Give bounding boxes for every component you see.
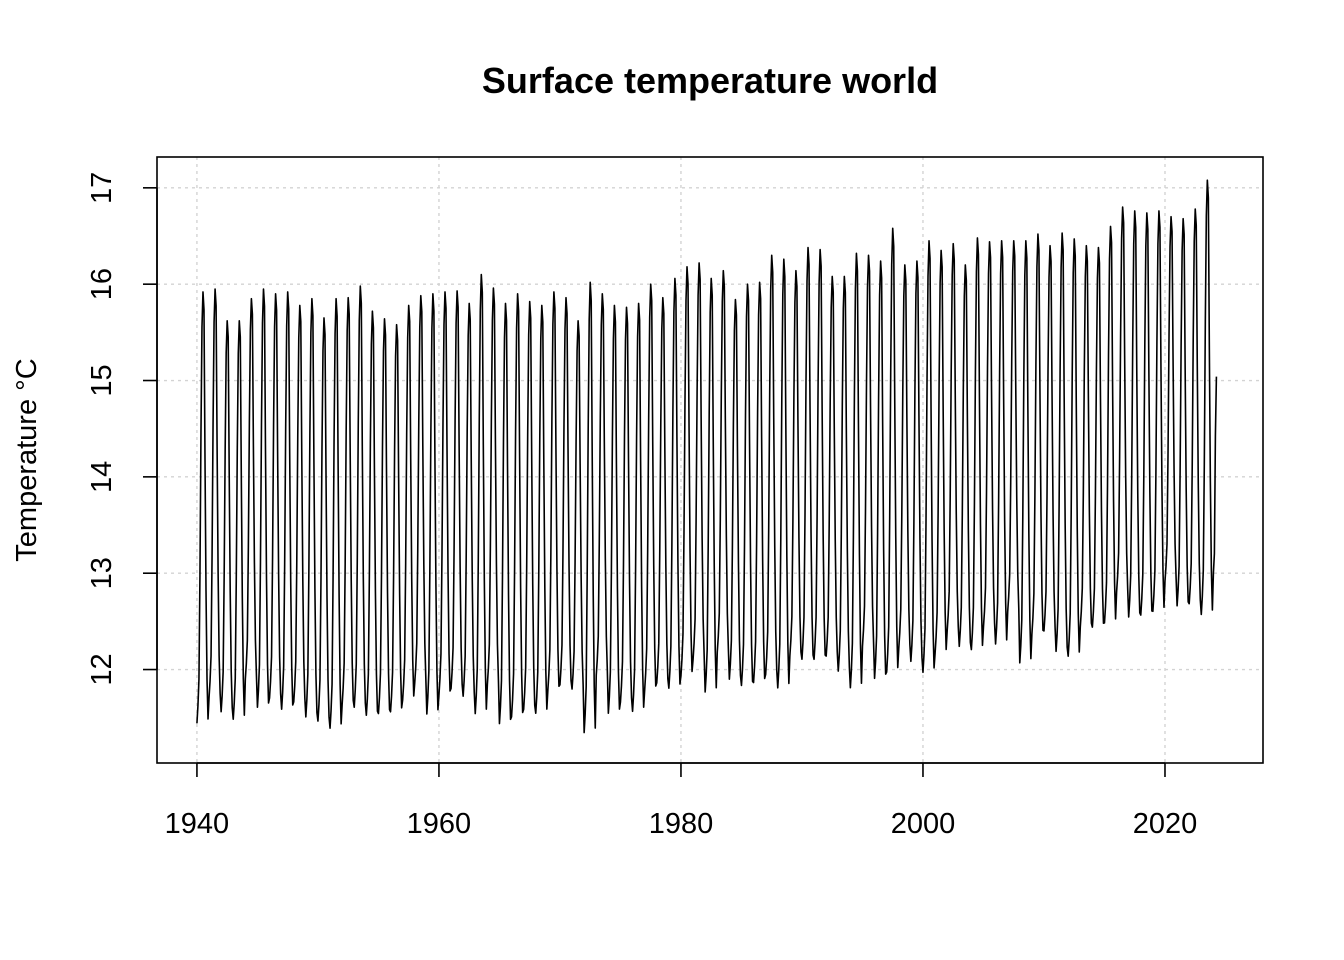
y-tick-label-14: 14 (86, 461, 118, 493)
y-tick-label-17: 17 (86, 172, 118, 204)
x-tick-label-1960: 1960 (407, 808, 472, 840)
series-line-temperature (196, 179, 1218, 734)
grid (157, 157, 1263, 763)
y-tick-label-16: 16 (86, 268, 118, 300)
x-tick-label-1940: 1940 (165, 808, 230, 840)
x-tick-label-2000: 2000 (891, 808, 956, 840)
x-axis: 1940 1960 1980 2000 2020 (165, 762, 1198, 840)
x-tick-label-2020: 2020 (1133, 808, 1198, 840)
y-axis: 12 13 14 15 16 17 (86, 172, 158, 686)
x-tick-label-1980: 1980 (649, 808, 714, 840)
y-tick-label-13: 13 (86, 557, 118, 589)
chart-title: Surface temperature world (482, 60, 938, 101)
series-layer (196, 179, 1218, 734)
y-tick-label-15: 15 (86, 364, 118, 396)
y-axis-label: Temperature °C (11, 358, 43, 561)
plot-frame (156, 156, 1264, 764)
y-tick-label-12: 12 (86, 653, 118, 685)
